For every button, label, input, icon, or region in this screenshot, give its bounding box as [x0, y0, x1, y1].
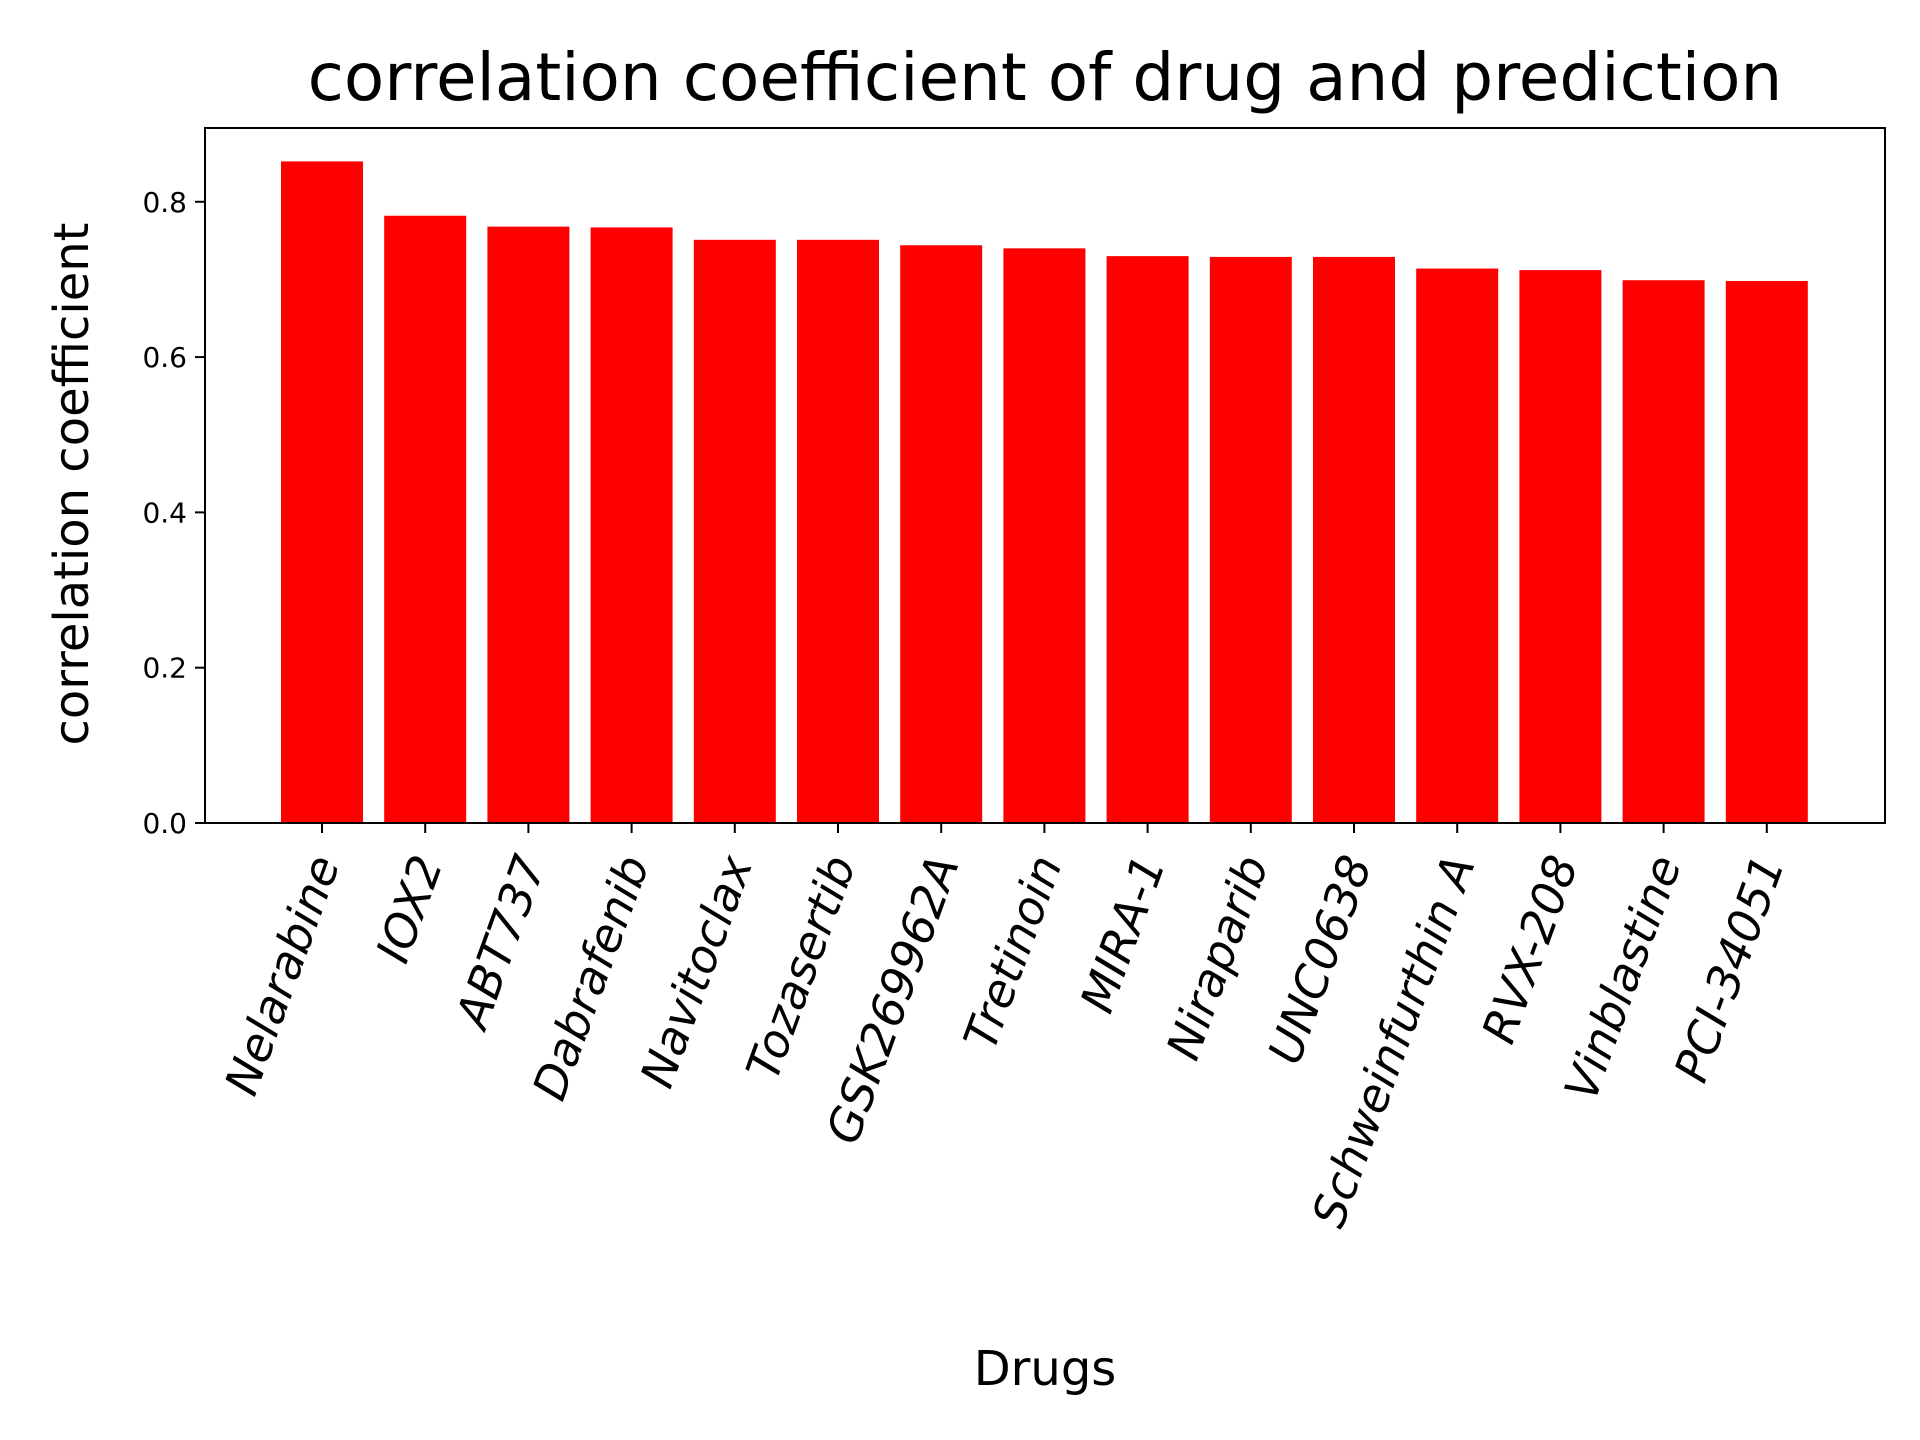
- x-tick-label: UNC0638: [1257, 848, 1382, 1071]
- x-axis-ticks: Nelarabine IOX2ABT737DabrafenibNavitoclax…: [214, 823, 1795, 1234]
- y-tick-label: 0.4: [142, 496, 187, 529]
- bar-9: [1209, 256, 1292, 823]
- y-tick-label: 0.0: [142, 807, 187, 840]
- bar-1: [384, 215, 467, 823]
- y-tick-label: 0.8: [142, 186, 187, 219]
- bar-7: [1003, 248, 1086, 823]
- plot-frame: [204, 127, 1886, 824]
- bar-0: [281, 161, 363, 824]
- chart-title: correlation coefficient of drug and pred…: [308, 39, 1783, 116]
- bar-14: [1725, 280, 1808, 823]
- y-tick-label: 0.2: [142, 652, 187, 685]
- x-tick-label: Tretinoin: [953, 848, 1073, 1056]
- x-tick-label: MIRA-1: [1070, 848, 1176, 1019]
- bar-3: [590, 227, 673, 823]
- x-tick-label: ABT737: [444, 848, 557, 1037]
- y-axis-ticks: 0.0 0.2 0.4 0.6 0.8: [142, 186, 205, 840]
- x-tick-label: Nelarabine: [214, 848, 350, 1102]
- bar-6: [900, 245, 983, 824]
- bar-10: [1313, 256, 1395, 823]
- x-axis-label: Drugs: [974, 1341, 1117, 1397]
- x-tick-label: Niraparib: [1156, 848, 1279, 1066]
- bar-12: [1519, 270, 1602, 823]
- bar-11: [1416, 268, 1499, 823]
- y-axis-label: correlation coefficient: [44, 222, 100, 745]
- bar-5: [797, 239, 879, 823]
- y-tick-label: 0.6: [142, 341, 187, 374]
- bar-8: [1106, 256, 1189, 823]
- bars-group: [281, 161, 1808, 824]
- x-tick-label: IOX2: [365, 848, 453, 969]
- bar-4: [693, 239, 776, 823]
- bar-2: [487, 226, 570, 823]
- bar-13: [1622, 280, 1705, 823]
- x-tick-label: RVX-208: [1471, 848, 1588, 1050]
